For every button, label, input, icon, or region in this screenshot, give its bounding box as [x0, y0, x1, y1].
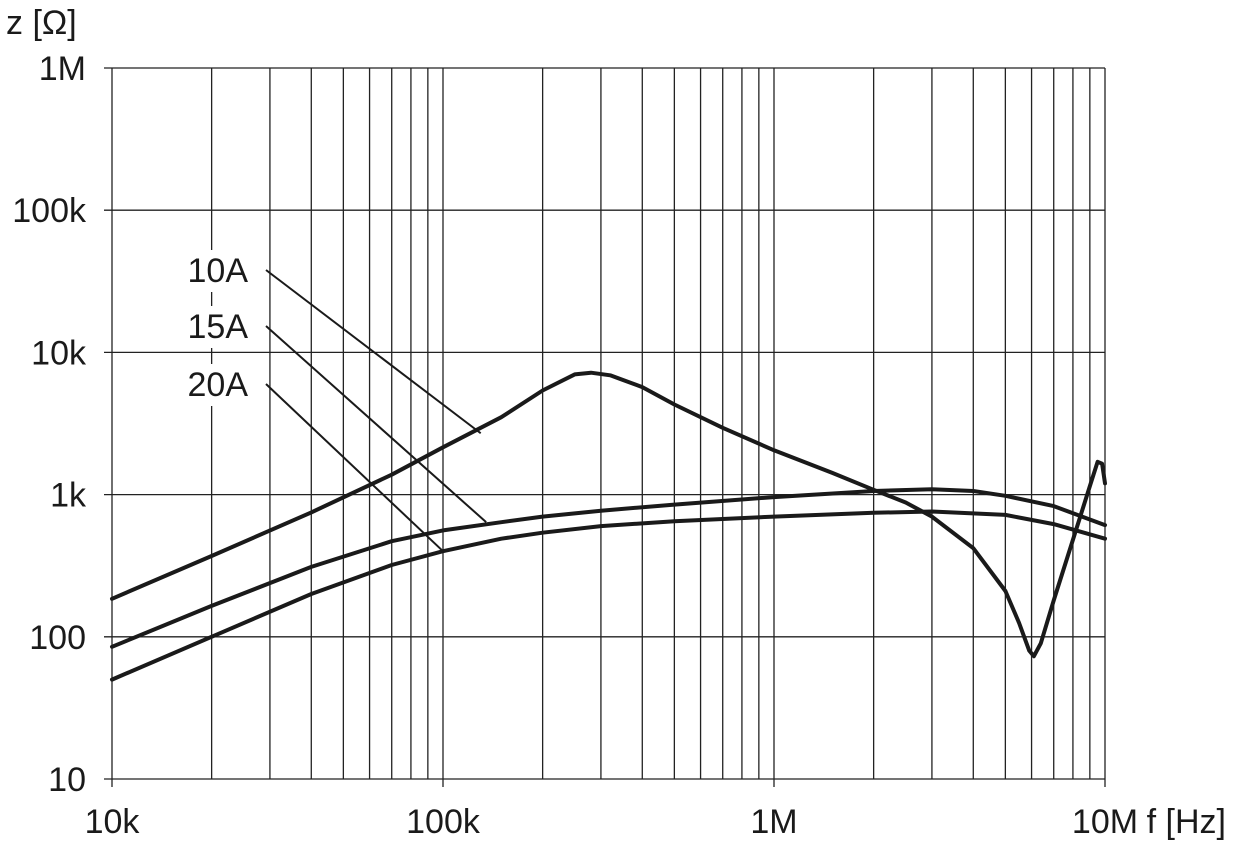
- y-tick-label: 100: [29, 619, 86, 657]
- series-curve-20a: [110, 509, 1107, 682]
- x-tick-label: 10M: [1072, 803, 1138, 841]
- x-tick-label: 100k: [406, 803, 481, 841]
- series-labels: 10A 15A 20A: [188, 252, 249, 404]
- series-label-mask: [172, 306, 254, 348]
- vertical-gridlines: [111, 68, 1106, 787]
- x-axis-title: f [Hz]: [1147, 803, 1226, 841]
- y-tick-label: 10: [48, 761, 86, 799]
- leader-line-10a: [265, 269, 482, 435]
- series-curve-10a: [110, 370, 1107, 659]
- y-tick-label: 1k: [50, 477, 87, 515]
- x-tick-label: 10k: [85, 803, 141, 841]
- y-tick-label: 100k: [12, 192, 87, 230]
- y-tick-label: 1M: [39, 50, 86, 88]
- series-label-15a: 15A: [188, 308, 249, 346]
- x-axis-tick-labels: 10k 100k 1M 10M: [85, 803, 1138, 841]
- series-label-mask: [172, 250, 254, 292]
- series-label-10a: 10A: [188, 252, 249, 290]
- y-axis-title: z [Ω]: [6, 4, 77, 42]
- series-label-20a: 20A: [188, 366, 249, 404]
- label-background-masks: [172, 250, 254, 406]
- x-tick-label: 1M: [750, 803, 797, 841]
- y-tick-label: 10k: [31, 334, 87, 372]
- leader-line-20a: [265, 383, 444, 552]
- horizontal-gridlines: [104, 67, 1105, 780]
- series-curves: [110, 370, 1107, 682]
- series-curve-15a: [110, 487, 1107, 649]
- series-leader-lines: [265, 269, 487, 552]
- series-label-mask: [172, 364, 254, 406]
- y-axis-tick-labels: 10 100 1k 10k 100k 1M: [12, 50, 87, 799]
- leader-line-15a: [265, 325, 487, 523]
